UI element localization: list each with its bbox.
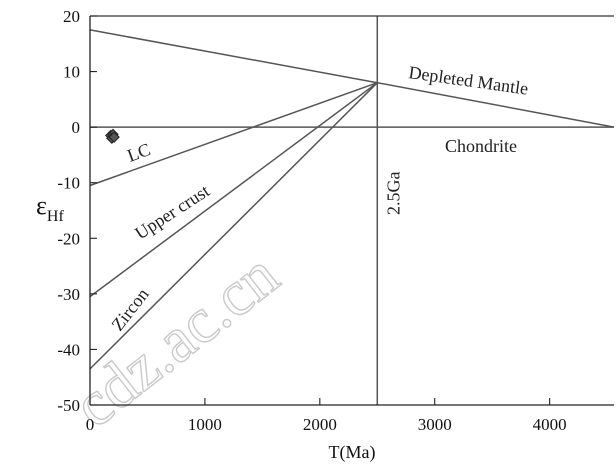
series-line-depleted-mantle [89, 29, 615, 128]
y-tick-label: -40 [57, 340, 80, 359]
y-tick-label: -20 [57, 229, 80, 248]
watermark: cdz.ac.cn [60, 239, 291, 441]
y-tick-label: 0 [72, 118, 81, 137]
x-tick-label: 2000 [303, 415, 337, 434]
y-tick-label: -50 [57, 396, 80, 415]
plot-lines [89, 16, 615, 405]
series-line-lc [89, 81, 378, 187]
x-tick-label: 4000 [533, 415, 567, 434]
y-tick-label: -10 [57, 174, 80, 193]
sample-point [108, 131, 120, 143]
y-axis-title: εHf [36, 191, 64, 225]
reference-line-label: 2.5Ga [383, 172, 403, 216]
y-axis-title-main: ε [36, 191, 47, 220]
axis-ticks: -50 -40 -30 -20 -10 0 10 20 1000 2000 3000 4000 0 [57, 7, 566, 434]
series-label-lc: LC [125, 139, 153, 166]
y-tick-label: 20 [63, 7, 80, 26]
y-tick-label: -30 [57, 285, 80, 304]
sample-points [104, 128, 120, 144]
x-tick-label: 1000 [188, 415, 222, 434]
series-label-chondrite: Chondrite [445, 136, 517, 156]
series-label-depleted-mantle: Depleted Mantle [407, 62, 529, 99]
x-axis-title: T(Ma) [329, 442, 376, 463]
y-axis-title-sub: Hf [47, 208, 65, 225]
series-line-zircon [89, 82, 378, 370]
x-tick-label-origin: 0 [86, 415, 95, 434]
y-tick-label: 10 [63, 63, 80, 82]
x-tick-label: 3000 [418, 415, 452, 434]
series-label-upper-crust: Upper crust [131, 181, 213, 244]
series-line-upper-crust [89, 82, 378, 298]
